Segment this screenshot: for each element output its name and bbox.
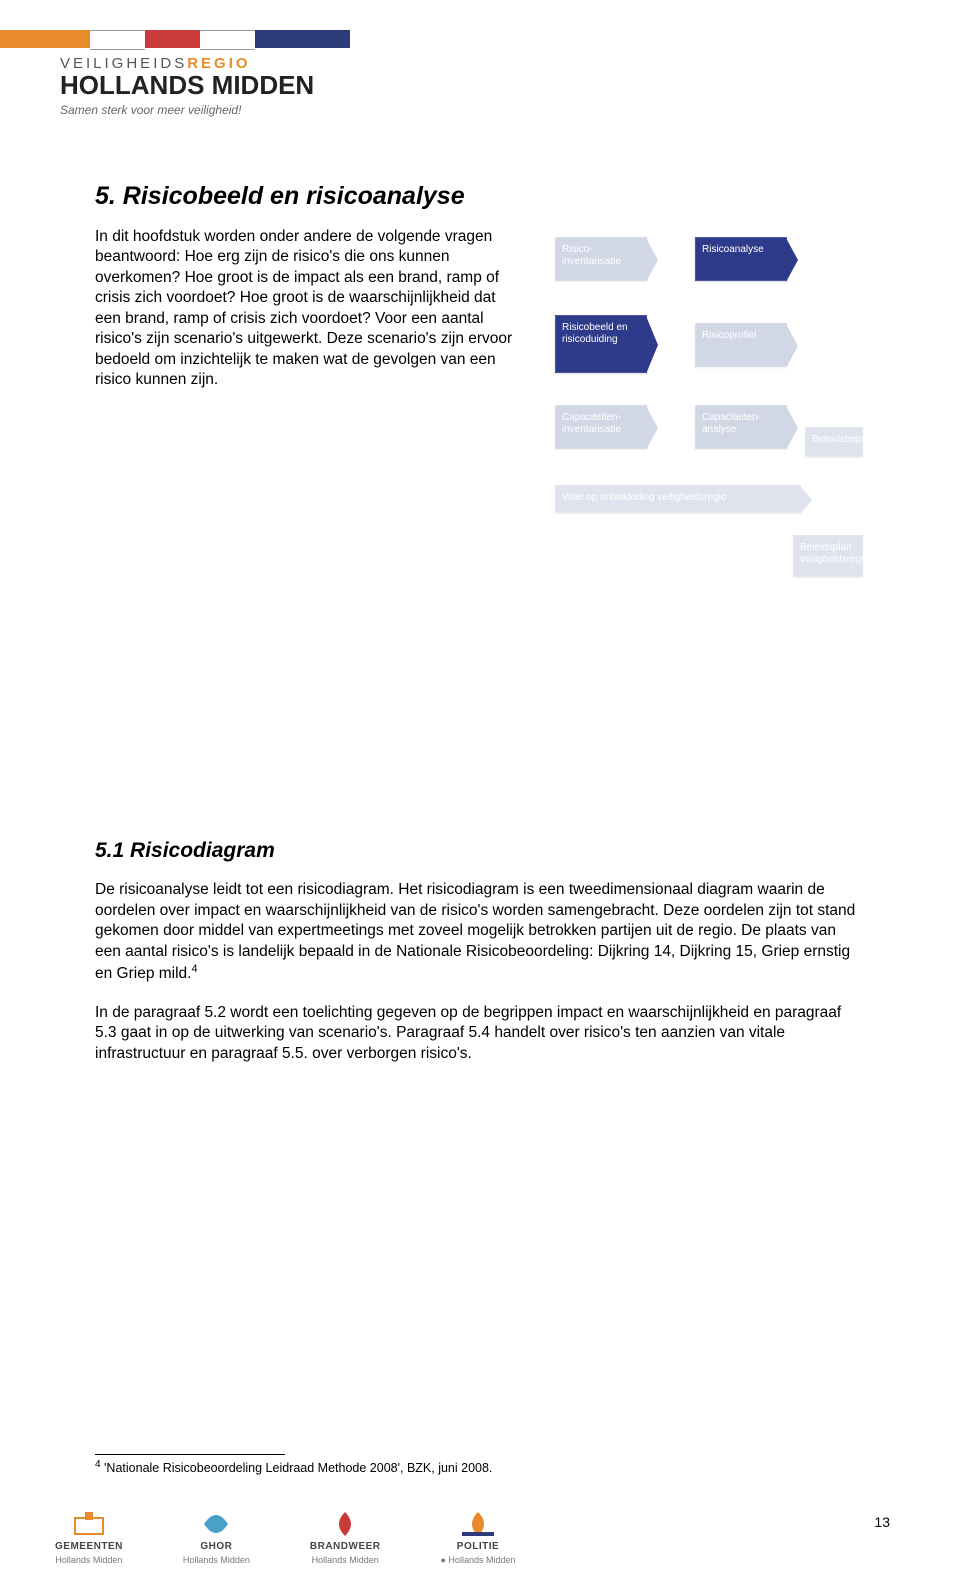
footer-logo-icon [198,1510,234,1538]
header-stripe-segment [255,30,350,48]
logo-line2: HOLLANDS MIDDEN [60,70,314,101]
diagram-node-n4: Risicoprofiel [695,323,787,367]
footer-logo-0: GEMEENTEN Hollands Midden [55,1510,123,1565]
footnote-ref: 4 [191,963,197,975]
content-area: 5. Risicobeeld en risicoanalyse In dit h… [95,180,865,1080]
page-number: 13 [874,1514,890,1530]
logo-tagline: Samen sterk voor meer veiligheid! [60,103,314,117]
p1-text: De risicoanalyse leidt tot een risicodia… [95,881,855,982]
footer-logo-3: POLITIE ● Hollands Midden [441,1510,516,1565]
org-logo: VEILIGHEIDSREGIO HOLLANDS MIDDEN Samen s… [60,55,314,117]
footer-logo-label: GHOR [200,1541,232,1552]
footer-logo-1: GHOR Hollands Midden [183,1510,250,1565]
footnote-rule [95,1454,285,1455]
diagram-node-n1: Risico-inventarisatie [555,237,647,281]
header-stripe-segment [0,30,90,48]
footnote-block: 4 'Nationale Risicobeoordeling Leidraad … [95,1454,865,1475]
intro-paragraph: In dit hoofdstuk worden onder andere de … [95,227,515,391]
footer-logo-sub: Hollands Midden [55,1555,122,1565]
footer-logo-2: BRANDWEER Hollands Midden [310,1510,381,1565]
footer-logos: GEMEENTEN Hollands Midden GHOR Hollands Mid… [55,1510,515,1565]
diagram-node-n3: Risicobeeld en risicoduiding [555,315,647,373]
diagram-node-n8: Visie op ontwikkeling veiligheidsregio [555,485,801,513]
process-diagram: Risico-inventarisatie Risicoanalyse Risico… [555,227,865,597]
footer-logo-label: BRANDWEER [310,1541,381,1552]
diagram-node-n9: Beleidsplan veiligheidsregio [793,535,863,577]
footer-logo-icon [71,1510,107,1538]
footer-logo-label: POLITIE [457,1541,499,1552]
footer-logo-label: GEMEENTEN [55,1541,123,1552]
diagram-node-n2: Risicoanalyse [695,237,787,281]
section-heading: 5.1 Risicodiagram [95,837,865,865]
diagram-node-n6: Capaciteiten-analyse [695,405,787,449]
footer-logo-sub: Hollands Midden [312,1555,379,1565]
footer-logo-icon [460,1510,496,1538]
section-paragraph-1: De risicoanalyse leidt tot een risicodia… [95,880,865,984]
header-stripe-segment [90,30,145,50]
diagram-node-n5: Capaciteiten-inventarisatie [555,405,647,449]
footnote-number: 4 [95,1459,101,1470]
header-stripe [0,30,350,48]
chapter-heading: 5. Risicobeeld en risicoanalyse [95,180,865,213]
intro-wrap: In dit hoofdstuk worden onder andere de … [95,227,865,597]
header-stripe-segment [200,30,255,50]
diagram-node-n7: Beleidsbepaling [805,427,863,457]
footer-logo-sub: Hollands Midden [183,1555,250,1565]
footer-logo-icon [327,1510,363,1538]
footnote-text: 'Nationale Risicobeoordeling Leidraad Me… [104,1461,492,1475]
header-stripe-segment [145,30,200,48]
section-paragraph-2: In de paragraaf 5.2 wordt een toelichtin… [95,1003,865,1064]
footer-logo-sub: ● Hollands Midden [441,1555,516,1565]
page: VEILIGHEIDSREGIO HOLLANDS MIDDEN Samen s… [0,0,960,1585]
